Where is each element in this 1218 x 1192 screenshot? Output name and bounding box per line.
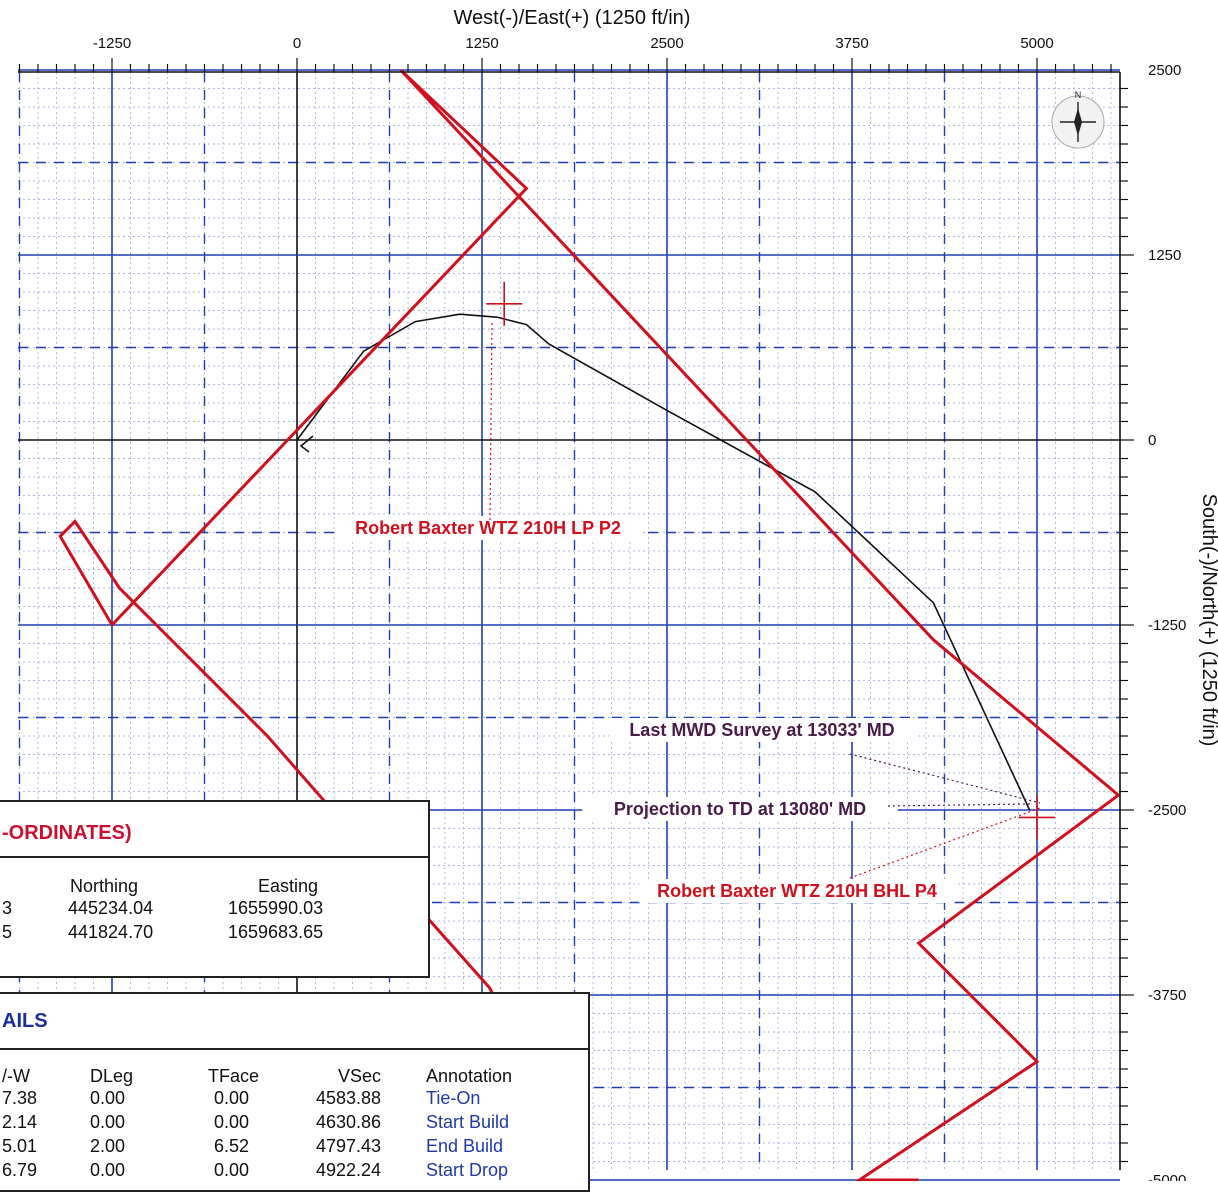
y-tick-label: -1250 <box>1148 617 1186 634</box>
detail-cell-annotation: Start Build <box>426 1112 510 1132</box>
annotation-label: Robert Baxter WTZ 210H LP P2 <box>355 518 621 538</box>
detail-cell-dleg: 0.00 <box>90 1160 126 1180</box>
details-table: /-W DLeg TFace VSec Annotation 7.38 0.00 0… <box>0 1066 588 1186</box>
row1-northing: 445234.04 <box>68 898 154 918</box>
x-tick-label: 3750 <box>835 35 868 52</box>
coordinates-table: Northing Easting 3 445234.04 1655990.03 … <box>0 876 428 956</box>
coordinates-box-title: -ORDINATES) <box>2 822 132 844</box>
detail-cell-ew: 5.01 <box>2 1136 38 1156</box>
lease-boundary-line <box>110 68 1121 1181</box>
lease-boundary-line <box>58 519 550 1107</box>
divider <box>0 1048 588 1050</box>
annotation-bg <box>582 797 898 821</box>
annotation-label: Projection to TD at 13080' MD <box>614 799 866 819</box>
detail-cell-tface: 6.52 <box>214 1136 250 1156</box>
annotation-label: Robert Baxter WTZ 210H BHL P4 <box>657 881 937 901</box>
header-tface: TFace <box>208 1066 260 1086</box>
annotation-leader <box>489 321 493 521</box>
detail-cell-vsec: 4922.24 <box>316 1160 382 1180</box>
wellpath-arrow <box>299 435 314 453</box>
header-vsec: VSec <box>338 1066 382 1086</box>
row2-northing: 441824.70 <box>68 922 154 942</box>
series <box>58 68 1121 1181</box>
coordinates-box: -ORDINATES) Northing Easting 3 445234.04… <box>0 800 430 978</box>
axes: -1250 0 1250 2500 3750 5000 2500 1250 0 -1250 -250… <box>18 7 1218 1181</box>
y-tick-label: 0 <box>1148 432 1156 449</box>
detail-cell-dleg: 2.00 <box>90 1136 126 1156</box>
compass-needle <box>1074 108 1082 136</box>
detail-cell-vsec: 4583.88 <box>316 1088 382 1108</box>
compass-rose-icon: N <box>1051 90 1105 149</box>
y-tick-label: -2500 <box>1148 802 1186 819</box>
x-tick-label: 0 <box>293 35 301 52</box>
row2-lead: 5 <box>2 922 13 942</box>
y-tick-label: -3750 <box>1148 987 1186 1004</box>
detail-cell-tface: 0.00 <box>214 1088 250 1108</box>
x-tick-label: 5000 <box>1020 35 1053 52</box>
detail-cell-dleg: 0.00 <box>90 1112 126 1132</box>
detail-cell-annotation: End Build <box>426 1136 504 1156</box>
annotation-bg <box>609 718 915 742</box>
x-tick-label: -1250 <box>93 35 131 52</box>
detail-cell-ew: 2.14 <box>2 1112 38 1132</box>
annotation-leader <box>887 803 1031 807</box>
annotation-label: Last MWD Survey at 13033' MD <box>629 720 894 740</box>
details-box: AILS /-W DLeg TFace VSec Annotation 7.38… <box>0 992 590 1192</box>
annotation-leader <box>849 807 1041 879</box>
detail-cell-ew: 7.38 <box>2 1088 38 1108</box>
header-ew: /-W <box>2 1066 30 1086</box>
detail-cell-tface: 0.00 <box>214 1160 250 1180</box>
detail-cell-tface: 0.00 <box>214 1112 250 1132</box>
detail-cell-dleg: 0.00 <box>90 1088 126 1108</box>
detail-cell-vsec: 4797.43 <box>316 1136 382 1156</box>
annotations: Robert Baxter WTZ 210H LP P2 Last MWD Sur… <box>335 90 1105 903</box>
header-dleg: DLeg <box>90 1066 134 1086</box>
header-northing: Northing <box>70 876 139 896</box>
wellpath-line <box>296 313 1031 811</box>
row1-lead: 3 <box>2 898 13 918</box>
y-tick-label: 2500 <box>1148 62 1181 79</box>
row2-easting: 1659683.65 <box>228 922 324 942</box>
annotation-bg <box>639 879 955 903</box>
compass-north-label: N <box>1075 90 1082 100</box>
header-easting: Easting <box>258 876 319 896</box>
header-annotation: Annotation <box>426 1066 513 1086</box>
row1-easting: 1655990.03 <box>228 898 324 918</box>
y-tick-label: -5000 <box>1148 1172 1186 1181</box>
x-tick-label: 1250 <box>465 35 498 52</box>
x-axis-title: West(-)/East(+) (1250 ft/in) <box>454 7 691 29</box>
detail-cell-annotation: Tie-On <box>426 1088 481 1108</box>
y-tick-label: 1250 <box>1148 247 1181 264</box>
x-tick-label: 2500 <box>650 35 683 52</box>
annotation-bg <box>335 516 641 540</box>
y-axis-title: South(-)/North(+) (1250 ft/in) <box>1198 494 1218 747</box>
detail-cell-ew: 6.79 <box>2 1160 38 1180</box>
detail-cell-annotation: Start Drop <box>426 1160 509 1180</box>
divider <box>0 856 428 858</box>
details-box-title: AILS <box>2 1010 48 1032</box>
detail-cell-vsec: 4630.86 <box>316 1112 382 1132</box>
